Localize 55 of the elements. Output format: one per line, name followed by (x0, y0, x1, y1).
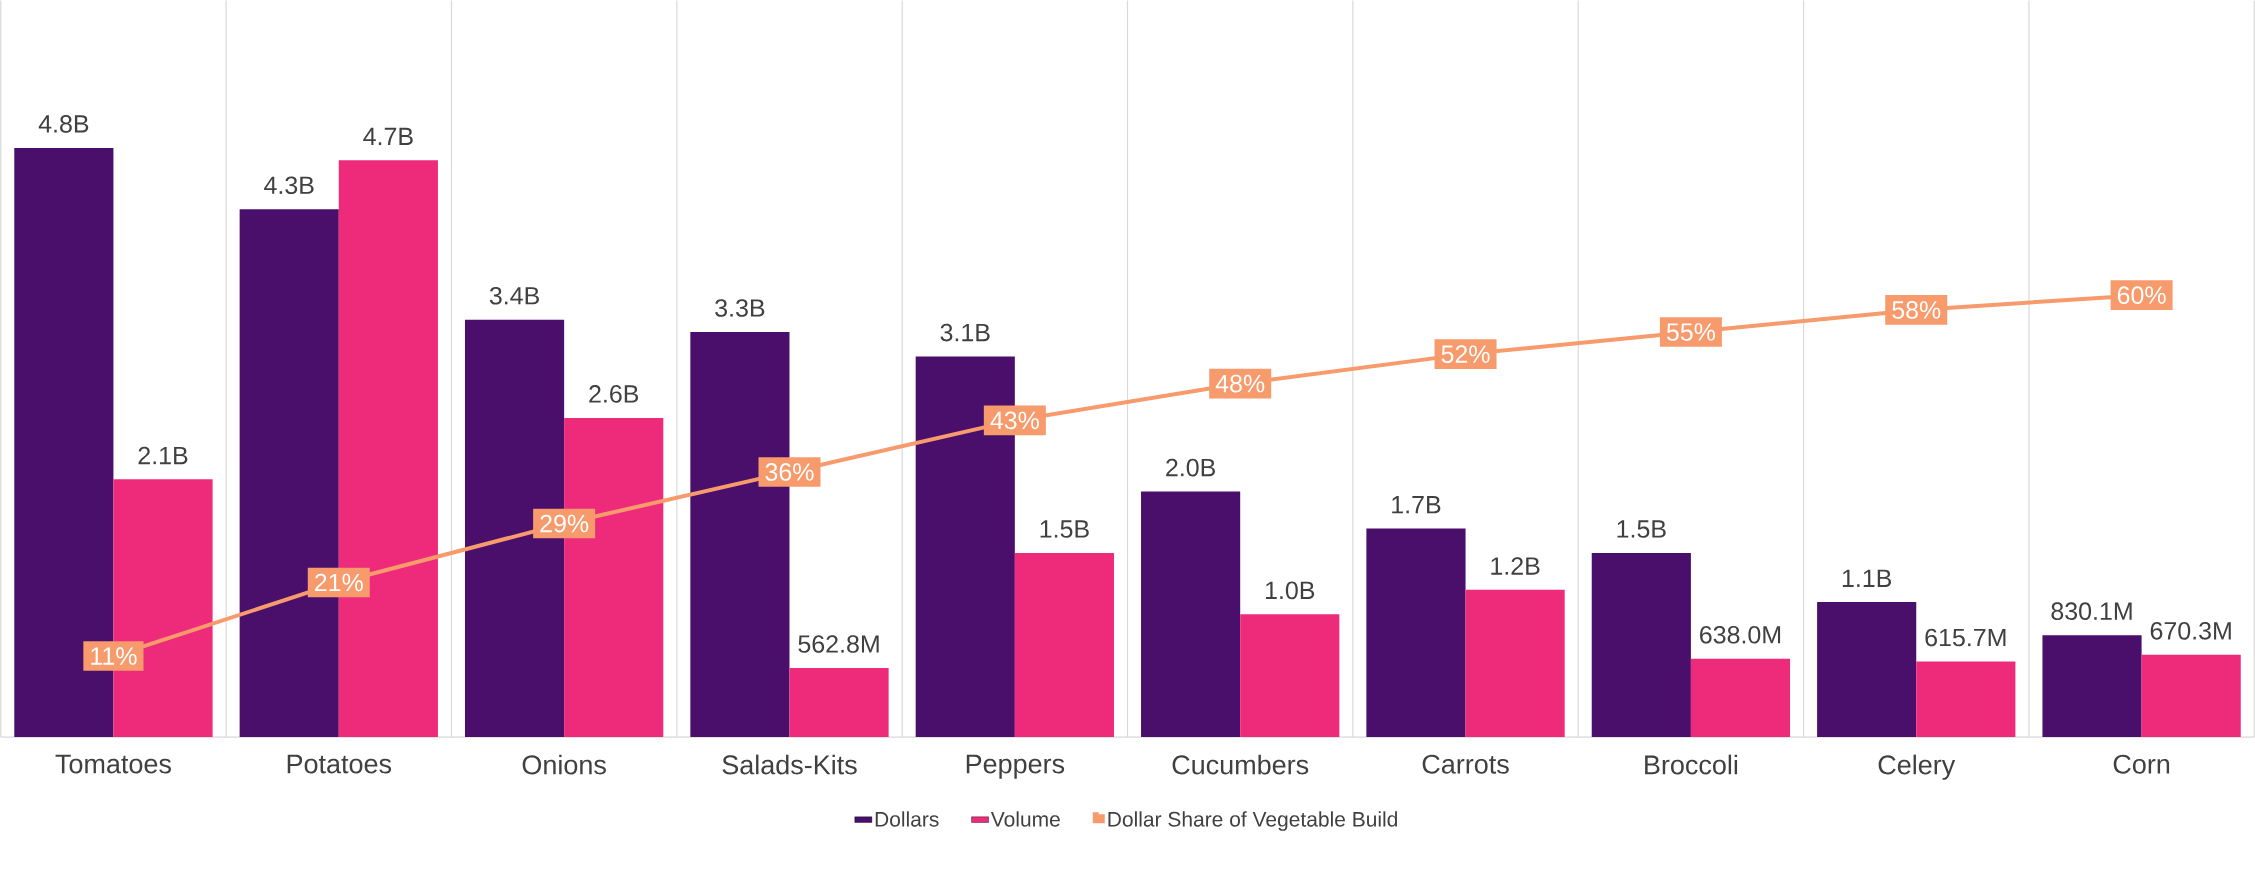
data-label: 4.3B (264, 176, 314, 195)
x-tick-label: Tomatoes (55, 754, 171, 774)
data-label: 60% (2117, 286, 2166, 305)
bar (1465, 589, 1565, 738)
data-label: 3.4B (489, 286, 539, 305)
bar (2042, 635, 2142, 738)
bar (1916, 661, 2016, 738)
legend-label: Dollar Share of Vegetable Build (1108, 811, 1398, 831)
data-label: 4.8B (38, 115, 89, 133)
legend-label: Volume (990, 811, 1060, 827)
data-label: 1.5B (1040, 520, 1089, 538)
legend-label: Dollars (875, 811, 939, 827)
data-label: 3.1B (940, 323, 990, 342)
data-label: 1.1B (1842, 569, 1892, 587)
data-label: 58% (1892, 301, 1941, 319)
data-label: 1.7B (1392, 496, 1441, 514)
bar (1366, 528, 1466, 738)
bar (2141, 654, 2241, 738)
bar (1817, 602, 1917, 738)
data-label: 1.2B (1491, 557, 1540, 575)
data-label: 1.5B (1617, 520, 1666, 538)
bar (1240, 614, 1340, 738)
x-tick-label: Celery (1878, 754, 1956, 780)
data-label: 52% (1441, 345, 1490, 363)
data-label: 43% (990, 411, 1039, 430)
x-tick-label: Salads-Kits (722, 754, 857, 775)
x-tick-label: Carrots (1422, 754, 1509, 774)
x-tick-label: Broccoli (1645, 754, 1738, 775)
data-label: 3.3B (715, 299, 765, 317)
data-label: 2.6B (589, 385, 639, 403)
data-label: 2.1B (138, 446, 188, 465)
data-label: 830.1M (2051, 602, 2132, 621)
data-label: 21% (315, 573, 363, 592)
data-label: 670.3M (2150, 621, 2231, 640)
x-tick-label: Peppers (966, 754, 1065, 779)
bar (789, 668, 889, 738)
x-tick-label: Onions (522, 754, 606, 775)
data-label: 562.8M (798, 635, 879, 653)
x-tick-label: Cucumbers (1172, 754, 1309, 775)
bar (1014, 552, 1114, 738)
data-label: 638.0M (1700, 625, 1781, 644)
data-label: 4.7B (363, 127, 413, 145)
bar (1591, 552, 1691, 738)
bar (1690, 658, 1791, 738)
data-label: 1.0B (1265, 581, 1315, 600)
x-tick-label: Potatoes (287, 754, 392, 774)
data-label: 615.7M (1925, 628, 2006, 647)
x-tick-label: Corn (2113, 754, 2170, 774)
data-label: 11% (91, 647, 137, 665)
data-label: 55% (1666, 323, 1716, 341)
data-label: 2.0B (1166, 458, 1215, 477)
data-label: 36% (765, 463, 814, 481)
bar (1141, 491, 1241, 738)
data-label: 48% (1215, 374, 1265, 393)
data-label: 29% (540, 514, 589, 533)
